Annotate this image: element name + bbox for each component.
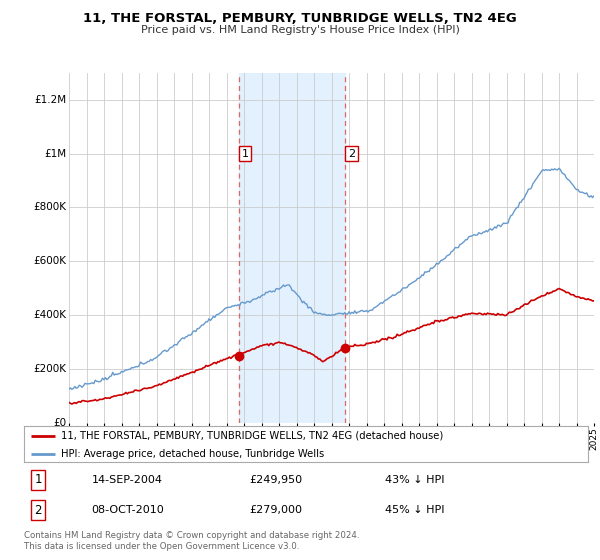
Text: 45% ↓ HPI: 45% ↓ HPI bbox=[385, 505, 445, 515]
Text: £279,000: £279,000 bbox=[250, 505, 302, 515]
Text: Contains HM Land Registry data © Crown copyright and database right 2024.
This d: Contains HM Land Registry data © Crown c… bbox=[24, 531, 359, 550]
Bar bbox=[239, 73, 346, 423]
Text: 08-OCT-2010: 08-OCT-2010 bbox=[92, 505, 164, 515]
Text: £800K: £800K bbox=[34, 202, 67, 212]
Text: £400K: £400K bbox=[34, 310, 67, 320]
Text: 1: 1 bbox=[34, 473, 42, 487]
Text: £200K: £200K bbox=[34, 364, 67, 374]
Text: 2: 2 bbox=[348, 148, 355, 158]
Text: Price paid vs. HM Land Registry's House Price Index (HPI): Price paid vs. HM Land Registry's House … bbox=[140, 25, 460, 35]
Text: 2: 2 bbox=[34, 503, 42, 517]
Text: 1: 1 bbox=[242, 148, 248, 158]
Text: 11, THE FORSTAL, PEMBURY, TUNBRIDGE WELLS, TN2 4EG: 11, THE FORSTAL, PEMBURY, TUNBRIDGE WELL… bbox=[83, 12, 517, 25]
Text: £1M: £1M bbox=[44, 148, 67, 158]
Text: £0: £0 bbox=[53, 418, 67, 428]
Text: £600K: £600K bbox=[34, 256, 67, 266]
Text: 14-SEP-2004: 14-SEP-2004 bbox=[92, 475, 163, 485]
Text: 43% ↓ HPI: 43% ↓ HPI bbox=[385, 475, 445, 485]
Text: HPI: Average price, detached house, Tunbridge Wells: HPI: Average price, detached house, Tunb… bbox=[61, 449, 324, 459]
Text: 11, THE FORSTAL, PEMBURY, TUNBRIDGE WELLS, TN2 4EG (detached house): 11, THE FORSTAL, PEMBURY, TUNBRIDGE WELL… bbox=[61, 431, 443, 441]
Text: £1.2M: £1.2M bbox=[34, 95, 67, 105]
Text: £249,950: £249,950 bbox=[250, 475, 303, 485]
